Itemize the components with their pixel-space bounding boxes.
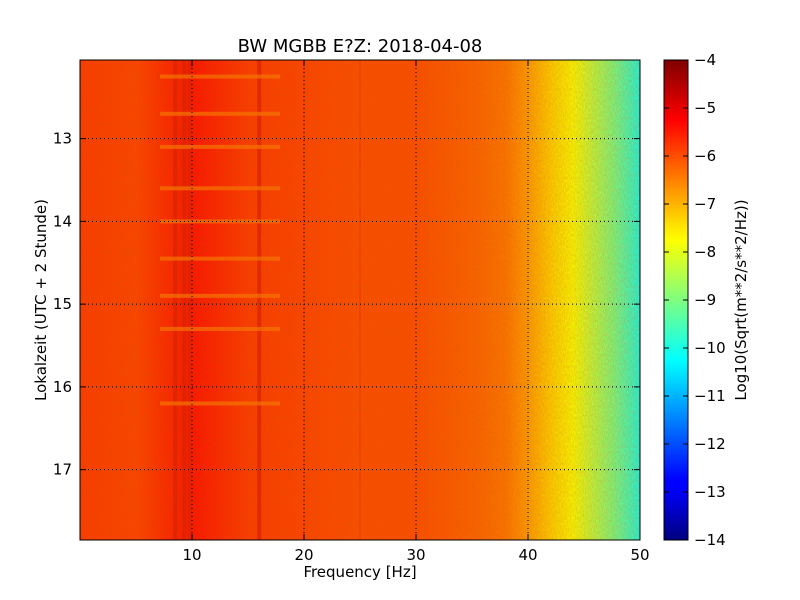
y-tick-label: 15 <box>53 295 72 313</box>
colorbar-tick-label: −6 <box>694 147 716 165</box>
colorbar-tick-label: −14 <box>694 531 726 549</box>
colorbar-tick-label: −4 <box>694 51 716 69</box>
colorbar-tick-label: −11 <box>694 387 726 405</box>
colorbar-label: Log10(Sqrt(m**2/s**2/Hz)) <box>732 199 750 400</box>
x-axis-label: Frequency [Hz] <box>303 563 416 581</box>
colorbar-tick-label: −10 <box>694 339 726 357</box>
plot-frame <box>79 59 641 541</box>
x-axis-ticks: 10 20 30 40 50 <box>182 60 650 564</box>
colorbar-tick-label: −5 <box>694 99 716 117</box>
colorbar-ticks: −4 −5 −6 −7 −8 −9 −10 −11 −12 −13 −14 <box>664 51 726 549</box>
x-tick-label: 30 <box>406 546 425 564</box>
y-axis-ticks: 13 14 15 16 17 <box>53 130 640 479</box>
spectrogram-noise <box>80 60 640 540</box>
x-tick-label: 20 <box>294 546 313 564</box>
y-axis-label: Lokalzeit (UTC + 2 Stunde) <box>32 199 50 401</box>
colorbar-tick-label: −7 <box>694 195 716 213</box>
grid-lines <box>80 60 640 540</box>
plot-area <box>80 60 640 540</box>
colorbar-tick-label: −12 <box>694 435 726 453</box>
x-tick-label: 40 <box>518 546 537 564</box>
x-tick-label: 10 <box>182 546 201 564</box>
y-tick-label: 14 <box>53 212 72 230</box>
x-tick-label: 50 <box>630 546 649 564</box>
y-tick-label: 17 <box>53 461 72 479</box>
colorbar-tick-label: −13 <box>694 483 726 501</box>
colorbar-tick-label: −8 <box>694 243 716 261</box>
y-tick-label: 16 <box>53 378 72 396</box>
y-tick-label: 13 <box>53 130 72 148</box>
chart-title: BW MGBB E?Z: 2018-04-08 <box>238 36 483 57</box>
colorbar-tick-label: −9 <box>694 291 716 309</box>
